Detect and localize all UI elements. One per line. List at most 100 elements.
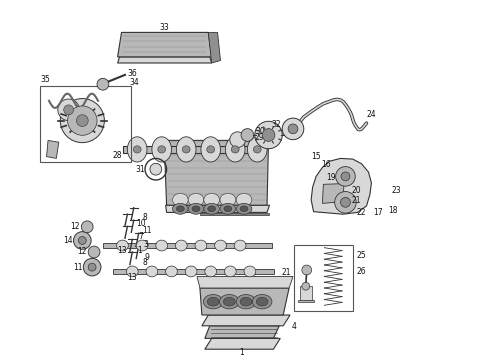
Circle shape [88, 263, 96, 271]
Ellipse shape [244, 266, 256, 277]
Circle shape [302, 282, 310, 290]
Ellipse shape [204, 203, 220, 214]
Circle shape [76, 115, 88, 126]
Polygon shape [197, 276, 293, 288]
Text: 24: 24 [367, 110, 376, 119]
Text: 31: 31 [135, 165, 145, 174]
Text: 22: 22 [357, 208, 366, 217]
Text: 9: 9 [145, 253, 149, 261]
Polygon shape [113, 269, 274, 274]
Text: 23: 23 [391, 186, 401, 195]
Ellipse shape [158, 146, 166, 153]
Text: 18: 18 [388, 206, 397, 215]
Ellipse shape [252, 294, 272, 309]
Text: 13: 13 [118, 246, 127, 255]
Ellipse shape [166, 266, 177, 277]
Text: 1: 1 [137, 246, 142, 255]
Ellipse shape [172, 193, 188, 206]
Circle shape [78, 237, 86, 244]
Circle shape [68, 106, 97, 135]
Text: 20: 20 [352, 186, 362, 195]
Text: 19: 19 [326, 173, 336, 182]
Ellipse shape [192, 206, 200, 212]
Circle shape [341, 172, 350, 181]
Ellipse shape [156, 240, 168, 251]
Text: 36: 36 [127, 69, 137, 78]
Text: 12: 12 [71, 222, 80, 231]
Ellipse shape [176, 206, 184, 212]
Text: 16: 16 [321, 161, 331, 170]
Circle shape [97, 78, 109, 90]
Ellipse shape [207, 297, 219, 306]
Text: 11: 11 [73, 263, 82, 272]
Text: 25: 25 [357, 251, 367, 260]
Circle shape [58, 99, 79, 121]
Polygon shape [311, 158, 371, 214]
Text: 7: 7 [138, 232, 143, 241]
Text: 1: 1 [239, 348, 244, 357]
Circle shape [230, 132, 245, 148]
Ellipse shape [220, 193, 236, 206]
Ellipse shape [127, 137, 147, 162]
Polygon shape [118, 32, 212, 57]
Ellipse shape [236, 294, 256, 309]
Ellipse shape [224, 266, 236, 277]
Bar [40, 86, 131, 162]
Ellipse shape [220, 294, 239, 309]
Text: 15: 15 [311, 152, 321, 161]
Ellipse shape [224, 206, 232, 212]
Polygon shape [205, 326, 279, 338]
Ellipse shape [236, 203, 252, 214]
Polygon shape [205, 338, 280, 349]
Polygon shape [122, 146, 265, 153]
Text: 3: 3 [143, 240, 148, 249]
Ellipse shape [256, 297, 268, 306]
Ellipse shape [172, 203, 188, 214]
Ellipse shape [201, 137, 220, 162]
Polygon shape [202, 315, 290, 326]
Polygon shape [47, 140, 59, 158]
Ellipse shape [240, 297, 252, 306]
Text: 21: 21 [281, 269, 291, 277]
Ellipse shape [203, 294, 223, 309]
Text: 29: 29 [255, 133, 265, 142]
Circle shape [288, 124, 298, 134]
Circle shape [150, 163, 162, 175]
Ellipse shape [208, 206, 216, 212]
Text: 11: 11 [142, 226, 151, 235]
Bar [294, 245, 353, 311]
Ellipse shape [247, 137, 267, 162]
Circle shape [335, 192, 356, 213]
Text: 8: 8 [142, 258, 147, 267]
Ellipse shape [215, 240, 226, 251]
Polygon shape [298, 300, 314, 302]
Circle shape [60, 99, 104, 143]
Ellipse shape [133, 146, 141, 153]
Circle shape [255, 121, 282, 149]
Ellipse shape [253, 146, 261, 153]
Ellipse shape [146, 266, 158, 277]
Ellipse shape [205, 266, 217, 277]
Circle shape [336, 167, 355, 186]
Ellipse shape [188, 203, 204, 214]
Text: 8: 8 [142, 213, 147, 222]
Polygon shape [118, 57, 212, 63]
Text: 12: 12 [77, 248, 87, 256]
Ellipse shape [231, 146, 239, 153]
Polygon shape [200, 288, 289, 315]
Ellipse shape [223, 297, 235, 306]
Text: 10: 10 [136, 219, 146, 228]
Circle shape [88, 246, 100, 258]
Ellipse shape [185, 266, 197, 277]
Circle shape [74, 232, 91, 249]
Ellipse shape [182, 146, 190, 153]
Ellipse shape [175, 240, 187, 251]
Ellipse shape [126, 266, 138, 277]
Polygon shape [322, 184, 344, 203]
Circle shape [81, 221, 93, 233]
Text: 30: 30 [256, 127, 266, 136]
Text: 13: 13 [127, 273, 137, 282]
Ellipse shape [152, 137, 172, 162]
Ellipse shape [225, 137, 245, 162]
Polygon shape [208, 32, 220, 63]
